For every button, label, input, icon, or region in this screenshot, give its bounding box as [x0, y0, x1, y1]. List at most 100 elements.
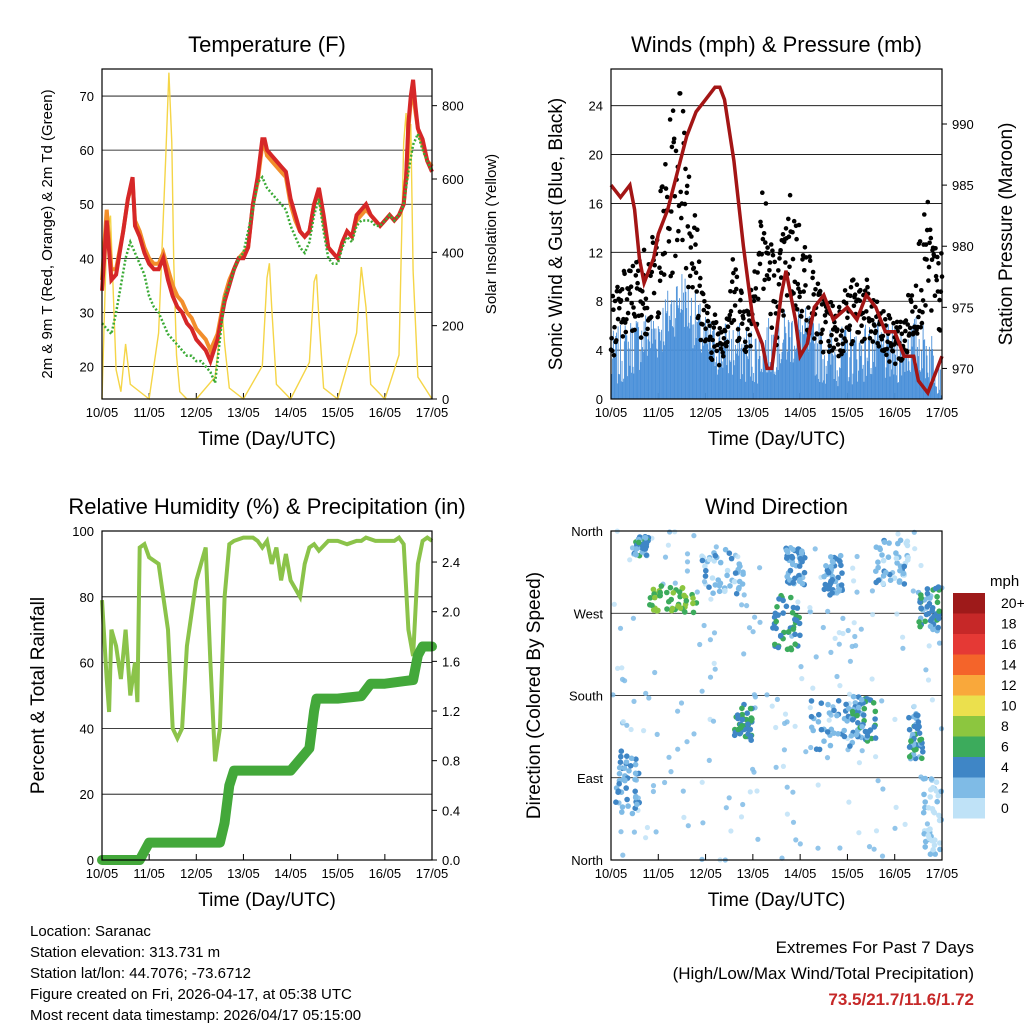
gust-point — [753, 286, 759, 291]
direction-point — [859, 724, 865, 730]
gust-point — [839, 328, 845, 334]
direction-point — [828, 554, 834, 560]
gust-point — [836, 304, 842, 310]
y-tick-label: South — [569, 689, 603, 704]
gust-point — [627, 291, 633, 296]
gust-point — [733, 267, 738, 272]
direction-point — [901, 563, 908, 570]
solar-series — [101, 72, 433, 401]
elevation-text: Station elevation: 313.731 m — [30, 944, 221, 961]
direction-point — [901, 581, 908, 587]
x-tick-label: 14/05 — [784, 405, 817, 420]
gust-point — [914, 331, 920, 336]
direction-point — [738, 814, 745, 820]
direction-point — [831, 707, 837, 714]
x-tick-label: 13/05 — [227, 866, 260, 881]
y-tick-label: 24 — [589, 99, 603, 114]
chart-title: Winds (mph) & Pressure (mb) — [631, 32, 922, 57]
direction-point — [818, 726, 825, 733]
gust-point — [887, 316, 893, 321]
gust-point — [698, 337, 704, 343]
direction-point — [623, 759, 630, 765]
gust-point — [666, 239, 672, 244]
direction-point — [852, 700, 859, 706]
x-tick-label: 17/05 — [416, 866, 449, 881]
direction-point — [862, 728, 869, 735]
direction-point — [853, 643, 859, 649]
direction-point — [934, 593, 940, 600]
gust-point — [767, 268, 772, 273]
direction-point — [892, 825, 898, 831]
direction-point — [723, 805, 729, 811]
gust-point — [840, 341, 845, 347]
direction-point — [713, 544, 719, 550]
x-tick-label: 15/05 — [831, 405, 864, 420]
gust-point — [867, 335, 873, 341]
direction-point — [836, 588, 842, 594]
direction-point — [847, 658, 854, 664]
direction-point — [707, 637, 714, 643]
x-tick-label: 14/05 — [274, 405, 307, 420]
gust-point — [644, 305, 650, 311]
direction-point — [825, 701, 831, 708]
gust-point — [667, 117, 673, 122]
direction-point — [933, 779, 940, 785]
gust-point — [802, 245, 808, 250]
gust-point — [690, 285, 695, 290]
x-axis-label: Time (Day/UTC) — [708, 429, 846, 450]
gust-point — [820, 327, 825, 333]
x-tick-label: 11/05 — [133, 866, 165, 881]
direction-point — [628, 726, 634, 733]
direction-point — [869, 676, 875, 682]
y2-tick-label: 1.2 — [442, 704, 460, 719]
gust-point — [632, 327, 637, 333]
direction-point — [664, 606, 670, 612]
direction-point — [780, 763, 787, 770]
gust-point — [800, 257, 805, 262]
y-tick-label: 20 — [80, 787, 94, 802]
gust-point — [799, 308, 805, 314]
x-tick-label: 14/05 — [274, 866, 307, 881]
gust-point — [870, 318, 875, 323]
gust-point — [638, 335, 644, 340]
gust-point — [838, 333, 844, 338]
gust-point — [728, 289, 733, 294]
direction-point — [739, 581, 746, 587]
direction-point — [816, 711, 822, 718]
direction-point — [875, 564, 881, 571]
gust-point — [720, 350, 725, 355]
direction-point — [813, 746, 820, 752]
direction-point — [906, 714, 912, 721]
direction-point — [934, 599, 941, 606]
direction-point — [792, 575, 798, 582]
direction-point — [708, 596, 714, 602]
gust-point — [835, 342, 841, 347]
direction-point — [727, 583, 733, 589]
direction-point — [703, 567, 709, 574]
direction-point — [861, 705, 868, 712]
gust-point — [652, 262, 657, 268]
direction-point — [885, 554, 892, 560]
direction-point — [849, 708, 856, 715]
direction-point — [774, 696, 781, 703]
direction-point — [910, 588, 916, 594]
direction-point — [869, 588, 876, 594]
gust-point — [862, 336, 867, 342]
gust-point — [876, 344, 882, 349]
gust-point — [926, 278, 931, 283]
direction-point — [835, 698, 842, 704]
direction-point — [724, 567, 731, 574]
direction-point — [872, 716, 878, 722]
direction-point — [837, 552, 844, 559]
direction-point — [934, 798, 940, 805]
gust-point — [611, 353, 617, 358]
direction-point — [739, 602, 745, 608]
direction-point — [709, 575, 716, 581]
direction-point — [631, 829, 638, 835]
gust-point — [787, 264, 792, 270]
gust-point — [763, 240, 768, 245]
y-axis-label: Sonic Wind & Gust (Blue, Black) — [546, 98, 567, 370]
gust-point — [618, 298, 624, 303]
direction-point — [797, 632, 803, 639]
direction-point — [650, 607, 657, 613]
